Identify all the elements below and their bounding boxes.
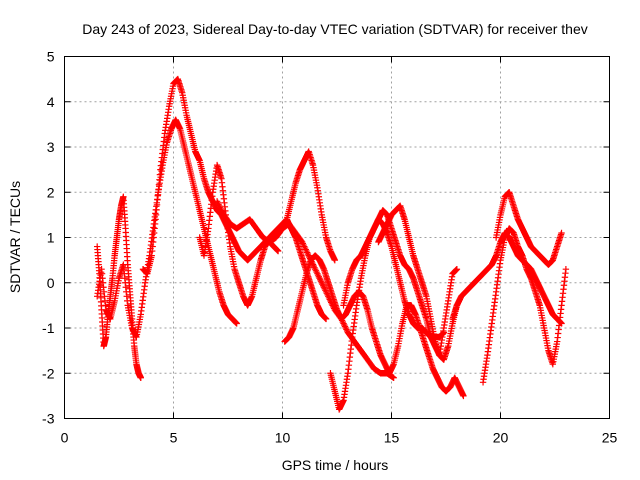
series-sat-l [479,225,570,386]
data-point [340,320,347,327]
data-point [315,273,323,280]
series-sat-m [492,189,565,268]
data-point [216,204,224,211]
y-tick-label: -3 [42,411,55,427]
data-point [342,324,349,332]
data-point [305,252,312,259]
data-point [304,250,312,258]
data-point [319,281,326,288]
data-point [321,285,328,292]
data-point [299,240,307,247]
series-sat-b [94,193,144,381]
data-point [302,246,309,253]
data-point [317,276,324,283]
data-points [94,75,570,413]
data-point [313,268,320,276]
y-tick-label: 2 [47,184,55,200]
x-tick-label: 0 [61,430,69,446]
series-sat-g [283,148,339,264]
x-tick-label: 5 [170,430,178,446]
y-tick-label: 4 [47,94,55,110]
y-tick-label: 1 [47,230,55,246]
data-point [137,374,144,381]
data-point [316,275,323,282]
data-point [311,264,318,271]
y-tick-label: 5 [47,49,55,65]
data-point [301,244,309,252]
data-point [341,323,349,330]
data-point [331,256,339,264]
data-point [322,315,330,323]
data-point [562,265,570,273]
series-sat-d [196,161,330,323]
data-point [317,278,325,285]
series-sat-e [213,198,397,381]
y-axis-label: SDTVAR / TECUs [7,181,23,293]
data-point [213,198,221,205]
data-point [274,247,282,255]
data-point [233,320,240,327]
x-axis-label: GPS time / hours [282,457,389,473]
data-point [390,374,397,381]
x-tick-label: 25 [602,430,618,446]
data-point [312,265,319,273]
data-point [217,205,224,213]
data-point [304,249,311,256]
chart-title: Day 243 of 2023, Sidereal Day-to-day VTE… [82,21,588,37]
data-point [460,392,467,400]
data-point [300,241,307,249]
y-tick-label: 0 [47,275,55,291]
data-point [303,247,310,255]
y-axis: -3 -2 -1 0 1 2 3 4 5 [42,49,610,427]
series-sat-f [281,252,467,400]
data-point [218,208,226,216]
data-point [320,284,328,291]
data-point [558,229,565,237]
data-point [215,201,222,208]
data-point [453,265,461,273]
data-point [216,202,223,210]
data-point [343,326,350,333]
x-tick-label: 15 [384,430,400,446]
data-point [312,267,320,274]
data-point [298,238,306,246]
data-point [218,207,225,214]
data-point [341,321,348,329]
x-axis: 0 5 10 15 20 25 [61,56,618,446]
data-point [314,272,322,279]
data-point [314,270,321,277]
y-tick-label: 3 [47,139,55,155]
data-point [301,243,308,250]
y-tick-label: -2 [42,365,55,381]
data-point [319,282,327,289]
data-point [318,279,325,286]
x-tick-label: 20 [493,430,509,446]
data-point [214,199,222,207]
series-sat-j [375,202,461,359]
x-tick-label: 10 [275,430,291,446]
y-tick-label: -1 [42,320,55,336]
